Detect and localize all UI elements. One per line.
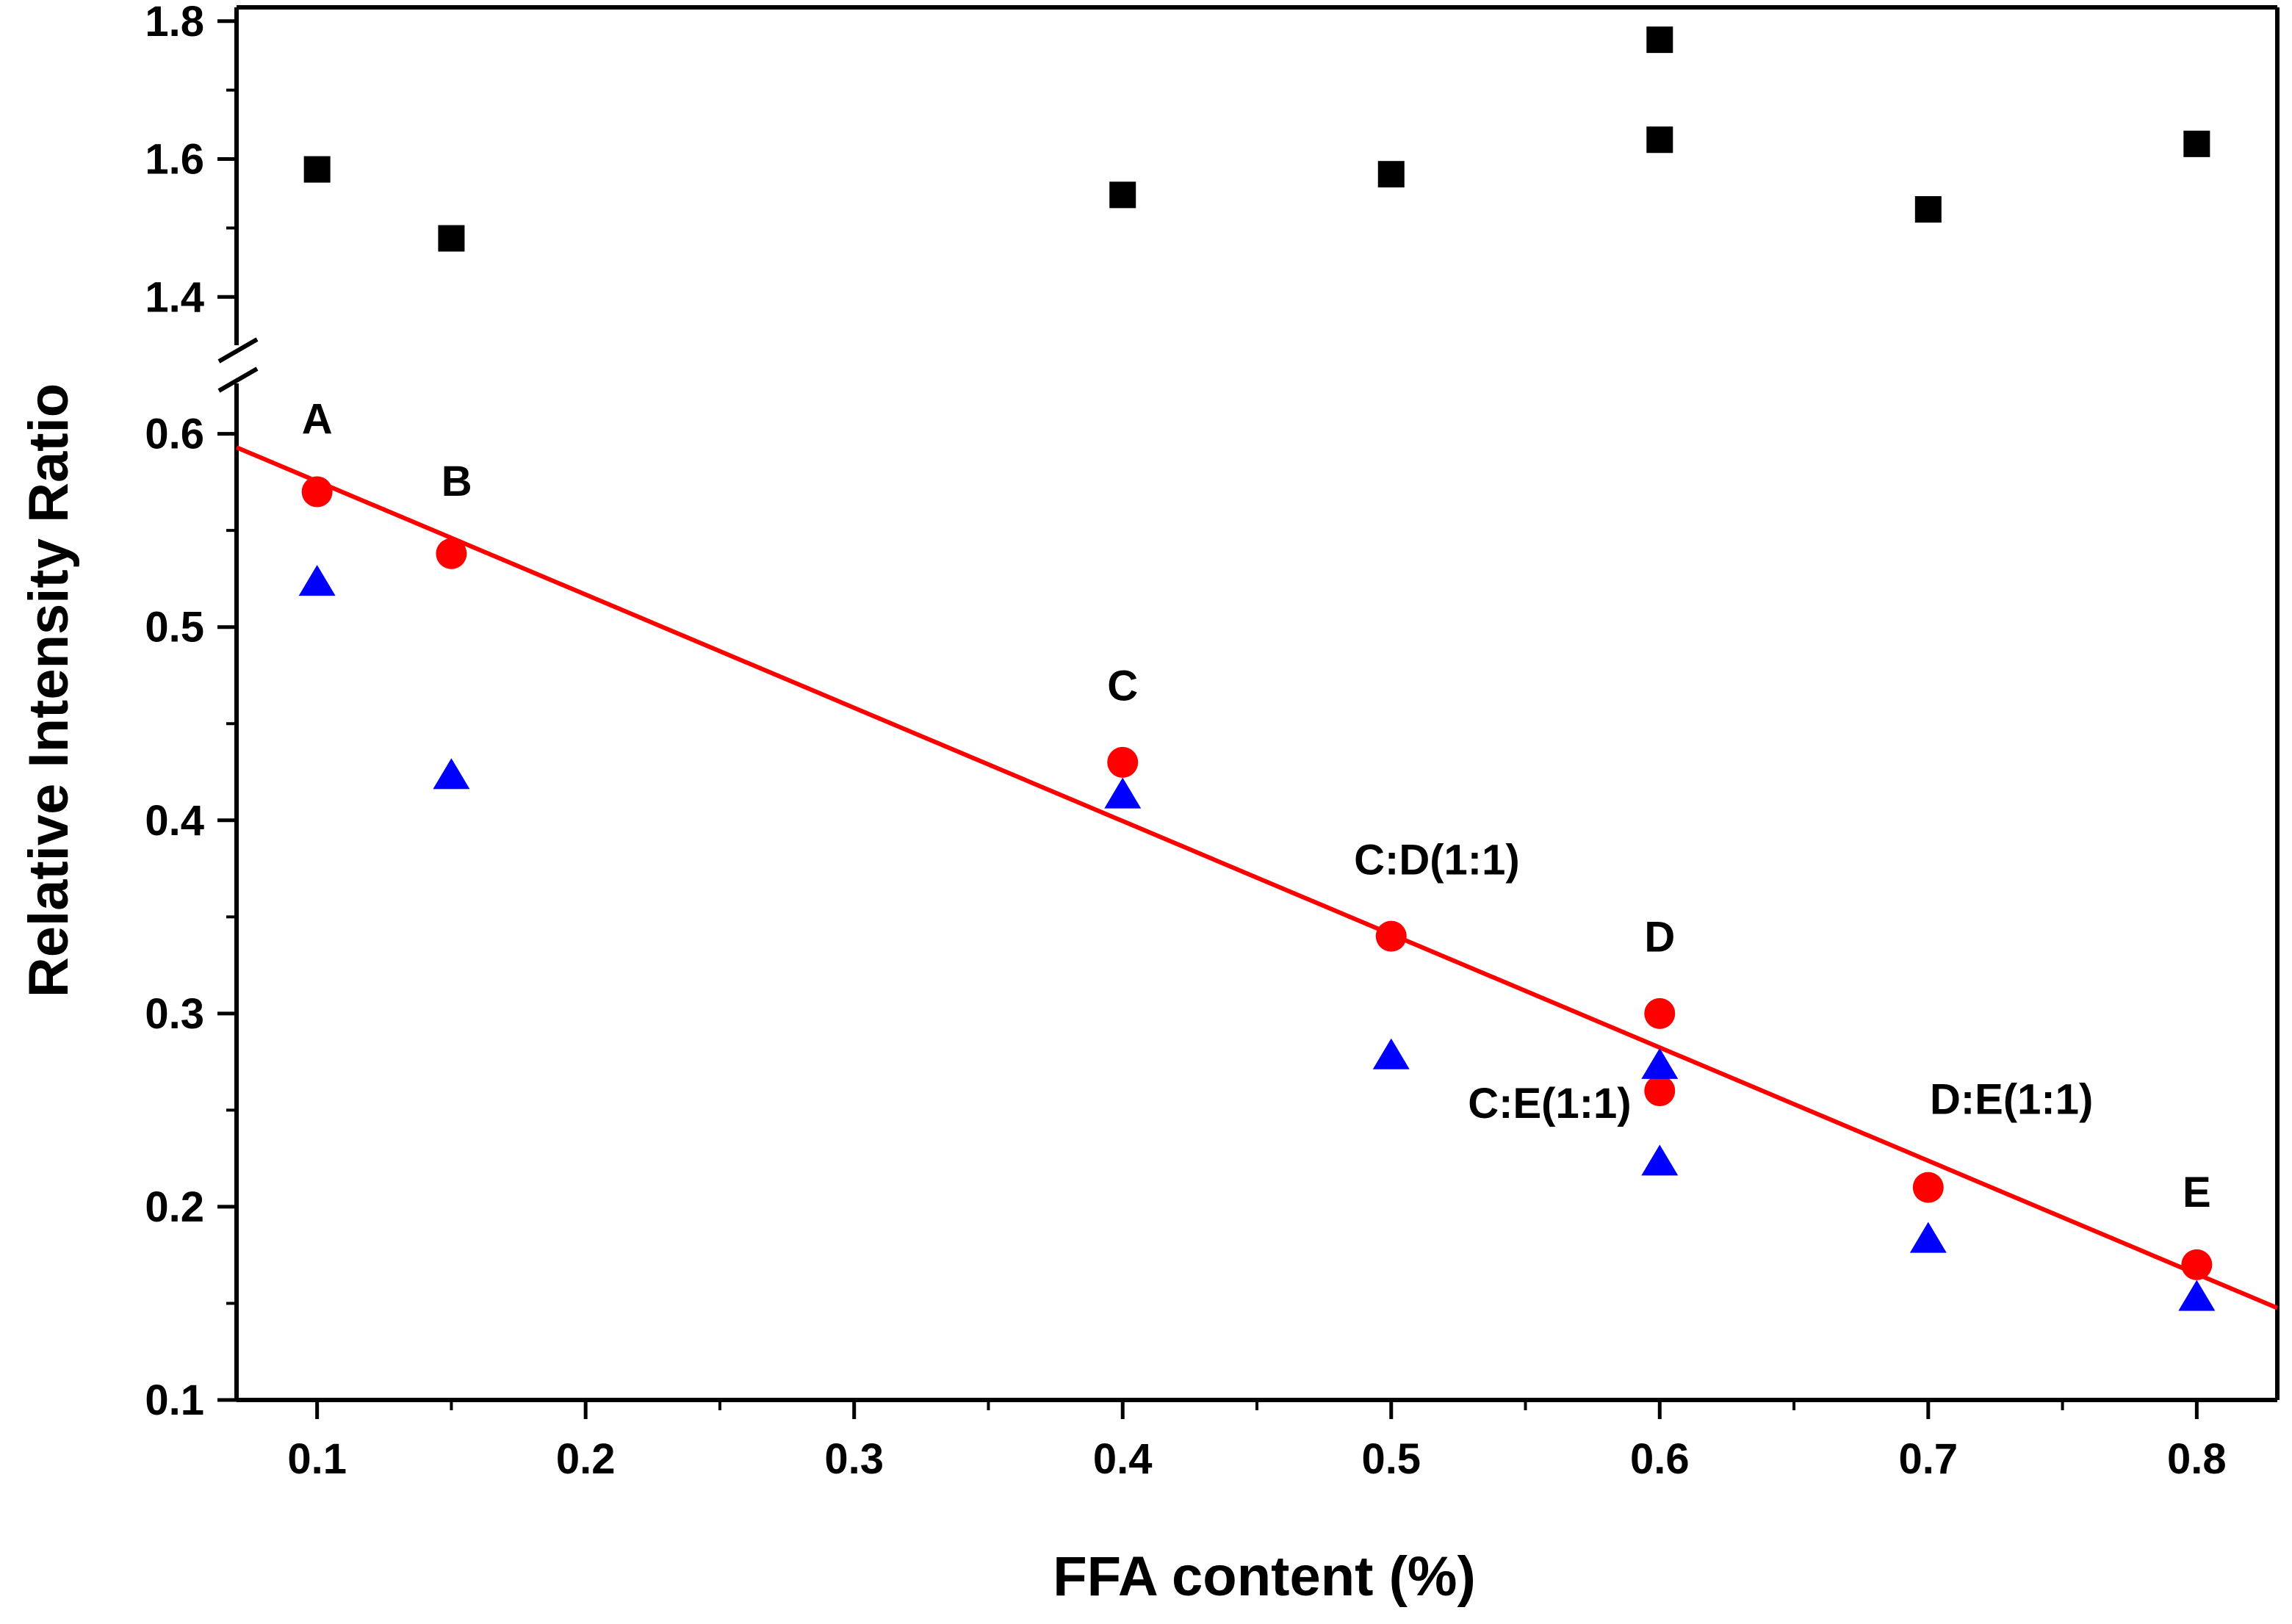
circle-marker [2181, 1249, 2213, 1280]
x-axis-title: FFA content (%) [1053, 1545, 1476, 1608]
circle-marker [1912, 1172, 1944, 1203]
x-tick-label: 0.4 [1093, 1435, 1153, 1483]
x-tick-label: 0.3 [824, 1435, 884, 1483]
fit-line-layer [235, 445, 2279, 1310]
y-tick-label: 0.6 [145, 411, 204, 458]
x-tick-label: 0.5 [1361, 1435, 1421, 1483]
x-tick-label: 0.2 [556, 1435, 616, 1483]
triangle-marker [1104, 777, 1142, 809]
circle-marker [1644, 997, 1676, 1029]
y-tick-label: 1.6 [145, 136, 204, 184]
point-annotation: A [302, 396, 333, 444]
y-tick-label: 0.3 [145, 990, 204, 1038]
circle-marker [1107, 746, 1139, 778]
point-annotation: C:E(1:1) [1468, 1080, 1631, 1127]
y-tick-label: 0.5 [145, 604, 204, 652]
circle-marker [301, 476, 333, 508]
triangle-marker [1641, 1144, 1679, 1176]
marker-layer [298, 26, 2216, 1311]
point-annotation: D [1644, 914, 1675, 961]
plot-frame [217, 5, 2280, 1402]
x-tick-label: 0.6 [1630, 1435, 1690, 1483]
triangle-marker [1372, 1038, 1410, 1069]
square-marker [1914, 196, 1942, 223]
x-tick-label: 0.8 [2167, 1435, 2227, 1483]
triangle-marker [298, 565, 336, 596]
axis-break-mark-lower [217, 367, 259, 393]
point-annotation: E [2183, 1169, 2211, 1216]
square-marker [438, 225, 465, 252]
circle-marker [1644, 1075, 1676, 1107]
circle-marker [1375, 920, 1407, 952]
annotation-layer: A B C C:D(1:1) D C:E(1:1) D:E(1:1) E [302, 396, 2211, 1216]
y-tick-label: 0.4 [145, 797, 204, 845]
fit-line [235, 445, 2279, 1310]
triangle-marker [2178, 1280, 2216, 1311]
point-annotation: C:D(1:1) [1354, 836, 1520, 884]
x-tick-label: 0.7 [1898, 1435, 1958, 1483]
y-tick-label: 0.1 [145, 1376, 204, 1424]
y-tick-label: 1.8 [145, 0, 204, 46]
triangle-marker [433, 758, 470, 790]
y-axis-title: Relative Intensity Ratio [18, 383, 80, 997]
x-axis: 0.1 0.2 0.3 0.4 0.5 0.6 0.7 0.8 [287, 1400, 2227, 1483]
square-marker [1109, 181, 1136, 209]
point-annotation: C [1107, 663, 1138, 710]
triangle-marker [1641, 1047, 1679, 1079]
circle-marker [436, 538, 467, 569]
square-marker [2183, 130, 2210, 157]
triangle-marker [1909, 1221, 1947, 1253]
point-annotation: B [442, 458, 472, 505]
square-marker [1646, 126, 1673, 154]
x-tick-label: 0.1 [287, 1435, 347, 1483]
y-tick-label: 0.2 [145, 1183, 204, 1231]
point-annotation: D:E(1:1) [1930, 1076, 2093, 1124]
square-marker [1377, 161, 1405, 188]
y-tick-label: 1.4 [145, 273, 204, 321]
y-axis: 0.1 0.2 0.3 0.4 0.5 0.6 1.4 1.6 1.8 [145, 0, 237, 1424]
square-marker [1646, 26, 1673, 54]
square-marker [303, 156, 331, 183]
axis-break-mark-upper [217, 337, 259, 364]
